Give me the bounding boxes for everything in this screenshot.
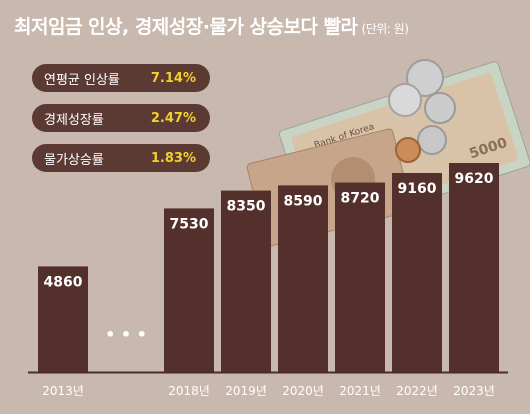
bar-2020년 — [278, 185, 328, 372]
unit-label: (단위: 원) — [361, 22, 409, 36]
banknote-front — [246, 128, 413, 247]
bar-2023년 — [449, 163, 499, 372]
x-tick-label: 2019년 — [225, 384, 267, 398]
bar-2022년 — [392, 172, 442, 372]
bar-value-label: 8590 — [284, 193, 323, 209]
bar-2013년 — [38, 266, 88, 372]
stat-label: 연평균 인상률 — [44, 72, 120, 88]
title: 최저임금 인상, 경제성장·물가 상승보다 빨라 (단위: 원) — [14, 12, 409, 39]
x-tick-label: 2022년 — [396, 384, 438, 398]
stat-label: 경제성장률 — [44, 112, 104, 128]
coin-icon — [406, 59, 444, 97]
bar-2019년 — [221, 190, 271, 372]
bar-2021년 — [335, 182, 385, 372]
x-tick-label: 2023년 — [453, 384, 495, 398]
stat-avg-increase: 연평균 인상률 7.14% — [32, 64, 210, 92]
x-tick-labels: 2013년 2018년 2019년 2020년 2021년 2022년 2023년 — [42, 384, 495, 398]
stat-value: 7.14% — [150, 70, 196, 86]
bar-value-label: 9160 — [398, 181, 437, 197]
stat-value: 2.47% — [150, 110, 196, 126]
bar-series — [38, 163, 499, 372]
stat-economic-growth: 경제성장률 2.47% — [32, 104, 210, 132]
coin-icon — [424, 92, 456, 124]
bar-value-label: 4860 — [44, 274, 83, 290]
x-tick-label: 2018년 — [168, 384, 210, 398]
title-text: 최저임금 인상, 경제성장·물가 상승보다 빨라 — [14, 16, 358, 38]
x-tick-label: 2021년 — [339, 384, 381, 398]
x-tick-label: 2020년 — [282, 384, 324, 398]
stat-value: 1.83% — [150, 150, 196, 166]
stat-inflation: 물가상승률 1.83% — [32, 144, 210, 172]
bar-value-label: 8720 — [341, 191, 380, 207]
bar-value-label: 8350 — [227, 199, 266, 215]
bar-value-label: 7530 — [170, 216, 209, 232]
coin-icon — [388, 83, 422, 117]
bar-2018년 — [164, 208, 214, 372]
bar-value-labels: 4860 7530 8350 8590 8720 9160 9620 — [44, 171, 494, 290]
bar-value-label: 9620 — [455, 171, 494, 187]
stat-label: 물가상승률 — [44, 152, 104, 168]
bronze-coin-icon — [395, 137, 421, 163]
ellipsis-gap: • • • — [105, 325, 147, 344]
coin-icon — [417, 125, 447, 155]
x-tick-label: 2013년 — [42, 384, 84, 398]
